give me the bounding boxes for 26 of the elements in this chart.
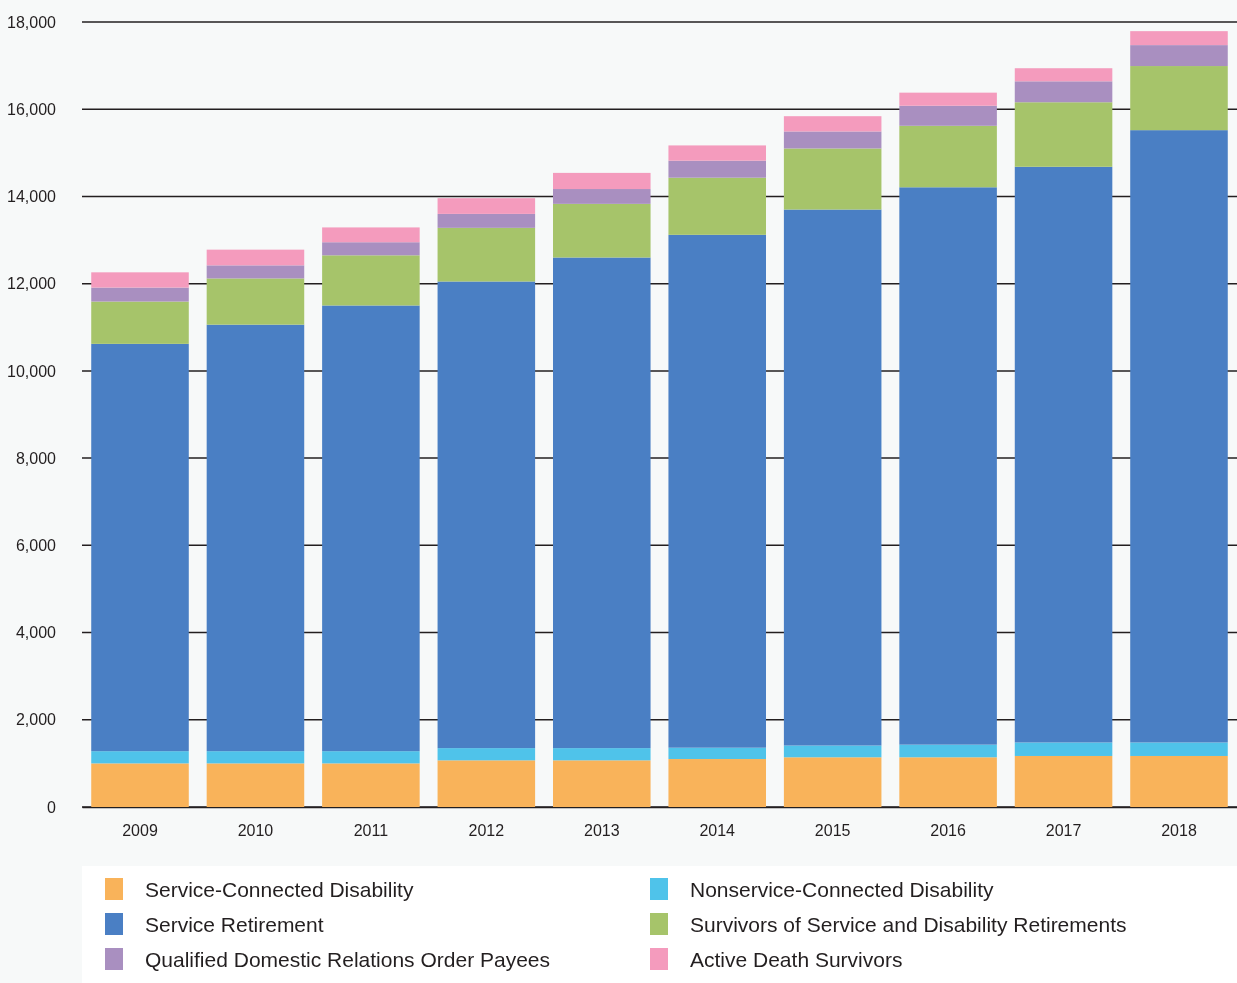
y-tick-label: 14,000 xyxy=(7,188,57,206)
x-tick-label: 2017 xyxy=(1045,822,1082,840)
legend-label: Nonservice-Connected Disability xyxy=(690,878,994,901)
legend-label: Service-Connected Disability xyxy=(145,878,414,901)
legend-label: Qualified Domestic Relations Order Payees xyxy=(145,948,551,971)
y-tick-label: 4,000 xyxy=(15,624,57,642)
x-tick-label: 2018 xyxy=(1161,822,1197,840)
x-tick-label: 2016 xyxy=(930,822,966,840)
x-tick-label: 2011 xyxy=(353,822,389,840)
x-tick-label: 2015 xyxy=(814,822,851,840)
legend-label: Active Death Survivors xyxy=(690,948,903,971)
y-tick-label: 18,000 xyxy=(7,13,57,31)
y-tick-label: 2,000 xyxy=(15,711,57,729)
x-tick-label: 2010 xyxy=(237,822,274,840)
y-tick-label: 10,000 xyxy=(7,362,57,380)
x-tick-label: 2013 xyxy=(583,822,620,840)
x-tick-label: 2012 xyxy=(468,822,505,840)
y-tick-label: 8,000 xyxy=(15,449,57,467)
legend-label: Service Retirement xyxy=(145,913,324,936)
y-tick-label: 16,000 xyxy=(7,100,57,118)
y-tick-label: 6,000 xyxy=(15,536,57,554)
y-tick-label: 0 xyxy=(47,798,57,816)
x-tick-label: 2014 xyxy=(699,822,736,840)
legend-label: Survivors of Service and Disability Retirements xyxy=(690,913,1127,936)
y-tick-label: 12,000 xyxy=(7,275,57,293)
x-tick-label: 2009 xyxy=(122,822,158,840)
